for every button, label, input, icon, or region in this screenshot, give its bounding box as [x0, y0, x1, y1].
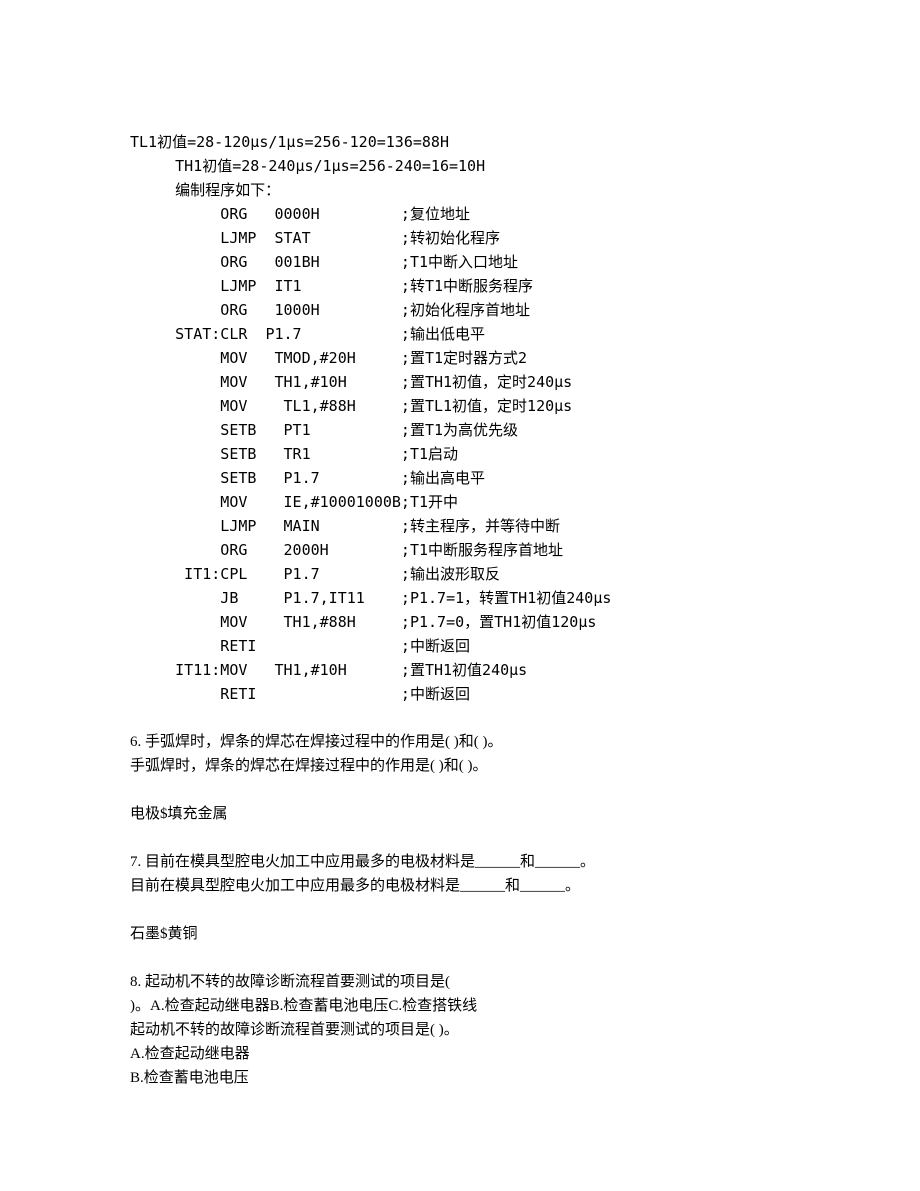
code-line: RETI ;中断返回 [130, 682, 800, 706]
code-line: IT1:CPL P1.7 ;输出波形取反 [130, 562, 800, 586]
question-6-line-2: 手弧焊时，焊条的焊芯在焊接过程中的作用是( )和( )。 [130, 754, 800, 778]
question-8-line-1: 8. 起动机不转的故障诊断流程首要测试的项目是( [130, 970, 800, 994]
code-line: MOV TL1,#88H ;置TL1初值，定时120μs [130, 394, 800, 418]
code-line: LJMP IT1 ;转T1中断服务程序 [130, 274, 800, 298]
question-8-line-3: 起动机不转的故障诊断流程首要测试的项目是( )。 [130, 1018, 800, 1042]
code-line: ORG 1000H ;初始化程序首地址 [130, 298, 800, 322]
question-7-answer: 石墨$黄铜 [130, 922, 800, 946]
header-line-1: TL1初值=28-120μs/1μs=256-120=136=88H [130, 130, 800, 154]
code-line: IT11:MOV TH1,#10H ;置TH1初值240μs [130, 658, 800, 682]
code-line: ORG 0000H ;复位地址 [130, 202, 800, 226]
code-line: SETB TR1 ;T1启动 [130, 442, 800, 466]
code-line: LJMP MAIN ;转主程序，并等待中断 [130, 514, 800, 538]
code-line: STAT:CLR P1.7 ;输出低电平 [130, 322, 800, 346]
code-line: SETB P1.7 ;输出高电平 [130, 466, 800, 490]
code-line: MOV IE,#10001000B;T1开中 [130, 490, 800, 514]
header-line-2: TH1初值=28-240μs/1μs=256-240=16=10H [130, 154, 800, 178]
question-8-option-a: A.检查起动继电器 [130, 1042, 800, 1066]
code-line: JB P1.7,IT11 ;P1.7=1，转置TH1初值240μs [130, 586, 800, 610]
code-line: RETI ;中断返回 [130, 634, 800, 658]
code-line: MOV TH1,#88H ;P1.7=0，置TH1初值120μs [130, 610, 800, 634]
code-line: MOV TH1,#10H ;置TH1初值，定时240μs [130, 370, 800, 394]
header-line-3: 编制程序如下： [130, 178, 800, 202]
code-line: ORG 001BH ;T1中断入口地址 [130, 250, 800, 274]
question-8-line-2: )。A.检查起动继电器B.检查蓄电池电压C.检查搭铁线 [130, 994, 800, 1018]
question-7-line-2: 目前在模具型腔电火加工中应用最多的电极材料是______和______。 [130, 874, 800, 898]
code-line: ORG 2000H ;T1中断服务程序首地址 [130, 538, 800, 562]
question-7-line-1: 7. 目前在模具型腔电火加工中应用最多的电极材料是______和______。 [130, 850, 800, 874]
question-6-line-1: 6. 手弧焊时，焊条的焊芯在焊接过程中的作用是( )和( )。 [130, 730, 800, 754]
question-6-answer: 电极$填充金属 [130, 802, 800, 826]
question-8-option-b: B.检查蓄电池电压 [130, 1066, 800, 1090]
code-line: MOV TMOD,#20H ;置T1定时器方式2 [130, 346, 800, 370]
code-line: LJMP STAT ;转初始化程序 [130, 226, 800, 250]
code-line: SETB PT1 ;置T1为高优先级 [130, 418, 800, 442]
